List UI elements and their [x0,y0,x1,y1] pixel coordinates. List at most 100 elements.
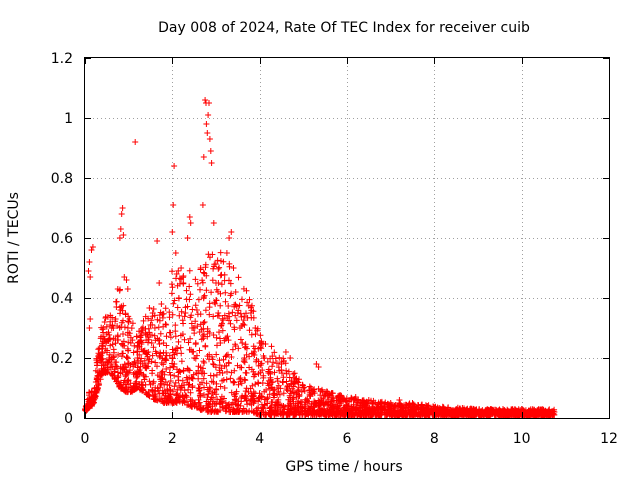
data-point-cloud [377,411,383,418]
data-point-cloud [278,367,285,373]
data-point-cloud [295,391,302,398]
data-point [151,325,158,331]
data-point-cloud [271,369,278,376]
data-point-cloud [280,390,287,397]
data-point-cloud [243,397,250,404]
data-point [237,325,243,331]
data-point-cloud [284,387,291,394]
data-point-cloud [187,389,194,396]
data-point [300,385,307,391]
data-point-cloud [203,380,210,387]
data-point-cloud [157,330,164,337]
data-point [223,250,230,256]
data-point [86,325,93,331]
data-point-cloud [187,335,194,342]
data-point-cloud [102,313,109,320]
data-point-cloud [345,403,351,409]
data-point-cloud [192,276,199,283]
data-point-cloud [155,387,162,394]
data-point-cloud [351,410,358,417]
data-point-cloud [264,395,271,402]
data-point [120,232,127,238]
data-point-cloud [216,329,222,336]
data-point-cloud [101,335,108,342]
data-point-cloud [143,337,150,344]
data-point [124,286,131,292]
data-point-cloud [228,290,235,297]
data-point-cloud [206,311,213,318]
data-point-cloud [240,285,247,292]
data-point [352,394,359,400]
data-point-cloud [174,304,181,311]
data-point-cloud [140,317,147,324]
data-point-cloud [360,398,367,405]
data-point [94,376,101,382]
data-point [101,319,108,325]
data-point-cloud [283,367,290,374]
data-point-cloud [286,383,293,389]
data-point-cloud [509,410,516,417]
data-point-cloud [274,407,281,414]
data-point-cloud [208,289,215,296]
data-point-cloud [169,346,176,353]
data-point [140,373,147,379]
data-point [213,280,219,286]
data-point [431,406,438,412]
data-point-cloud [275,401,282,408]
data-point-cloud [275,388,282,395]
data-point [108,361,115,367]
data-point-cloud [198,336,205,343]
data-point-cloud [317,392,324,399]
data-point [453,406,460,412]
data-point-cloud [252,331,259,338]
data-point [496,409,503,415]
data-point-cloud [180,368,187,374]
data-point [138,379,145,385]
data-point-cloud [176,275,183,282]
data-point [206,100,212,106]
data-point-cloud [224,368,230,375]
data-point-cloud [170,364,177,370]
data-point-cloud [274,378,281,385]
data-point-cloud [246,327,253,334]
data-point-cloud [202,343,209,350]
data-point-cloud [249,382,256,389]
data-point-cloud [202,307,209,314]
data-point-cloud [185,366,192,373]
data-point-cloud [115,351,122,358]
data-point-cloud [124,324,131,331]
data-point-cloud [227,280,234,287]
data-point [335,394,342,400]
data-point-cloud [120,302,127,309]
data-point-cloud [237,336,244,343]
data-point-cloud [301,384,308,391]
grid-lines [85,58,609,418]
data-point-cloud [137,358,144,365]
x-tick-label: 8 [430,431,439,447]
data-point [99,349,106,355]
data-point-cloud [125,369,132,376]
data-point-cloud [112,359,118,366]
data-point-cloud [212,261,219,267]
data-point [147,322,154,328]
data-point [219,370,226,376]
data-point-cloud [107,322,114,328]
data-point-cloud [122,373,129,380]
data-point [87,316,94,322]
data-point-cloud [157,309,164,316]
data-point-cloud [136,328,142,335]
data-point-cloud [165,396,172,403]
data-point-cloud [104,359,111,366]
data-point-cloud [229,309,236,316]
data-point-cloud [148,317,155,324]
data-point-cloud [445,404,452,411]
data-point-cloud [181,387,188,394]
data-point-cloud [291,389,298,396]
data-point [239,340,246,346]
data-point-cloud [93,389,100,396]
data-point-cloud [146,329,153,336]
data-point [143,364,150,370]
data-point-cloud [379,403,386,410]
data-point-cloud [336,407,342,414]
